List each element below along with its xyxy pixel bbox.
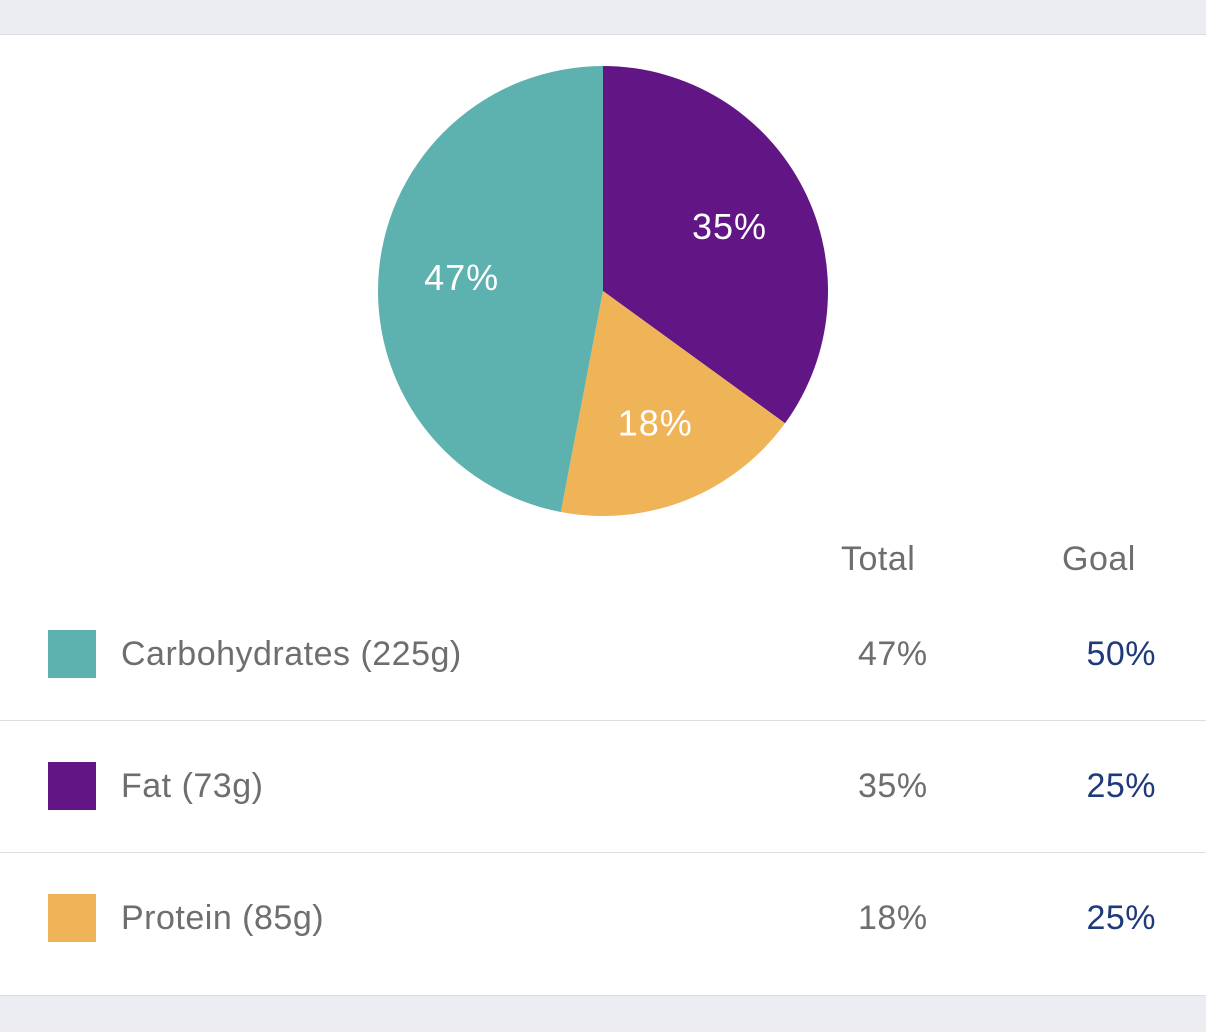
pie-slice-protein xyxy=(560,291,786,516)
macro-row-goal: 25% xyxy=(1086,767,1156,805)
macro-row-carbohydrates[interactable]: Carbohydrates (225g) 47% 50% xyxy=(0,588,1206,721)
column-header-goal: Goal xyxy=(1062,540,1136,578)
macros-pie-chart: 35% 18% 47% xyxy=(378,66,828,516)
macro-row-total: 35% xyxy=(858,767,928,805)
carbohydrates-color-swatch xyxy=(48,630,96,678)
macro-row-label: Fat (73g) xyxy=(121,767,264,805)
bottom-separator-band xyxy=(0,996,1206,1032)
column-header-total: Total xyxy=(841,540,916,578)
macros-card: 35% 18% 47% Total Goal Carbohydrates (225g… xyxy=(0,35,1206,996)
protein-color-swatch xyxy=(48,894,96,942)
pie-slice-label-protein: 18% xyxy=(618,403,693,444)
macro-row-goal: 25% xyxy=(1086,899,1156,937)
fat-color-swatch xyxy=(48,762,96,810)
top-separator-band xyxy=(0,0,1206,35)
pie-slice-fat xyxy=(603,66,828,424)
macro-row-total: 18% xyxy=(858,899,928,937)
macro-row-label: Carbohydrates (225g) xyxy=(121,635,462,673)
macro-row-goal: 50% xyxy=(1086,635,1156,673)
pie-slice-carbohydrates xyxy=(378,66,603,513)
macro-row-protein[interactable]: Protein (85g) 18% 25% xyxy=(0,852,1206,984)
macro-row-fat[interactable]: Fat (73g) 35% 25% xyxy=(0,720,1206,853)
pie-slice-label-carbohydrates: 47% xyxy=(424,257,499,298)
pie-slice-label-fat: 35% xyxy=(692,206,767,247)
macro-row-label: Protein (85g) xyxy=(121,899,325,937)
macro-row-total: 47% xyxy=(858,635,928,673)
